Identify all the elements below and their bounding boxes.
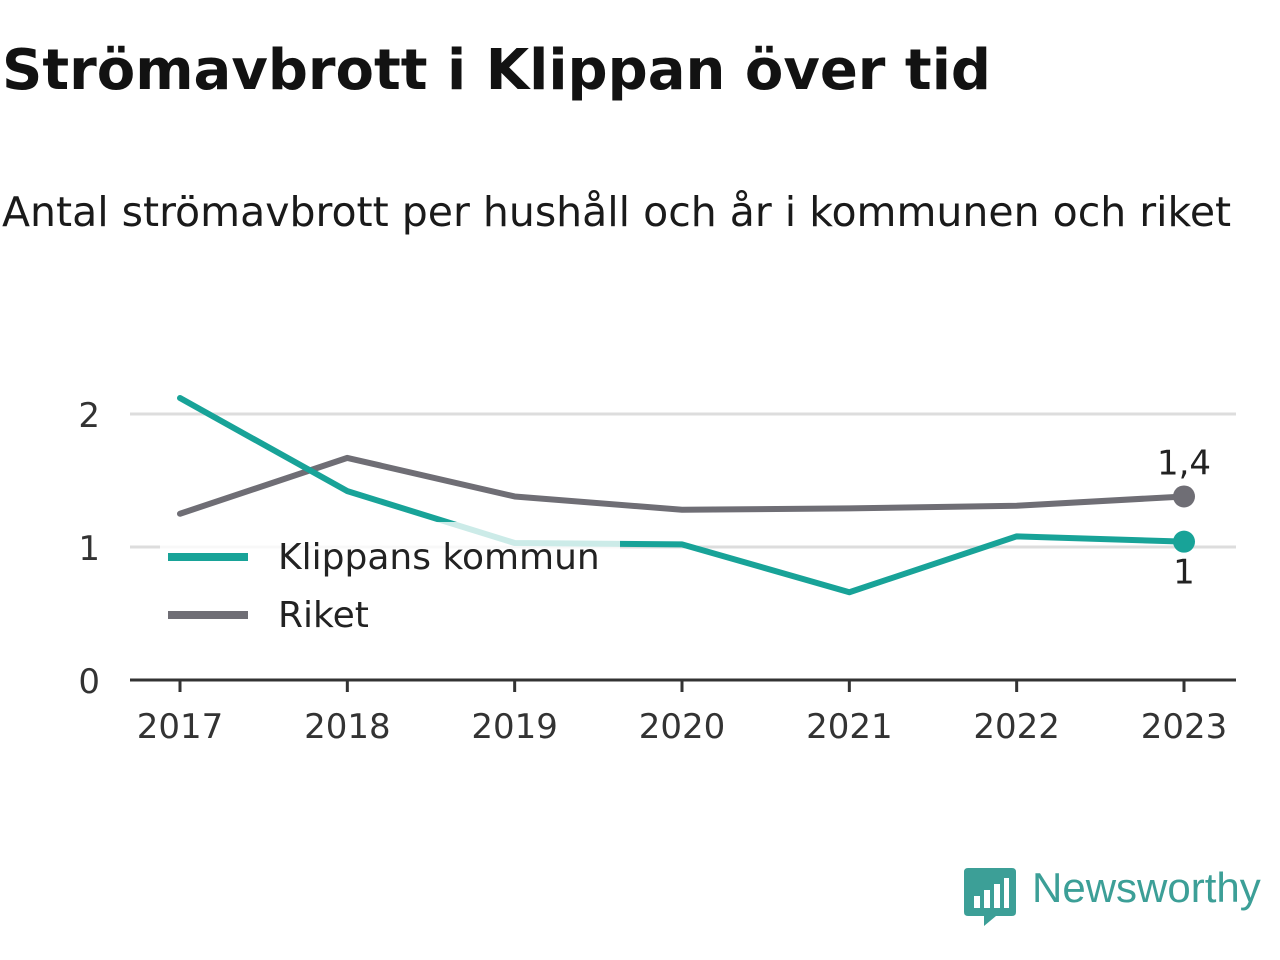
x-tick-label: 2022 (973, 707, 1060, 747)
legend-label: Klippans kommun (278, 537, 600, 578)
chart-subtitle: Antal strömavbrott per hushåll och år i … (2, 188, 1232, 236)
end-labels: 1,41 (1157, 443, 1211, 592)
y-tick-label: 1 (78, 529, 100, 569)
legend: Klippans kommun Riket (160, 522, 620, 636)
end-label-riket: 1,4 (1157, 443, 1211, 483)
x-tick-label: 2017 (137, 707, 224, 747)
data-point (1173, 530, 1195, 553)
x-tick-label: 2020 (639, 707, 726, 747)
line-chart: 0 1 2 2017 2018 2019 2020 2021 2022 2023 Klippan… (78, 395, 1236, 747)
newsworthy-logo-icon (964, 868, 1016, 926)
y-tick-label: 0 (78, 662, 100, 702)
x-axis-ticks: 2017 2018 2019 2020 2021 2022 2023 (137, 680, 1228, 747)
end-label-klippan: 1 (1173, 553, 1195, 593)
data-point (1173, 485, 1195, 508)
series-lines (177, 395, 1195, 596)
legend-label: Riket (278, 595, 369, 636)
y-axis-ticks: 0 1 2 (78, 396, 100, 702)
chart-title: Strömavbrott i Klippan över tid (2, 38, 991, 103)
x-tick-label: 2018 (304, 707, 391, 747)
x-tick-label: 2019 (471, 707, 558, 747)
x-tick-label: 2023 (1141, 707, 1228, 747)
y-tick-label: 2 (78, 396, 100, 436)
x-tick-label: 2021 (806, 707, 893, 747)
series-line-klippans-kommun (177, 395, 1187, 596)
series-line-riket (177, 454, 1187, 517)
legend-halo (160, 522, 620, 554)
newsworthy-logo: Newsworthy (962, 864, 1274, 928)
newsworthy-logo-text: Newsworthy (1032, 864, 1261, 911)
